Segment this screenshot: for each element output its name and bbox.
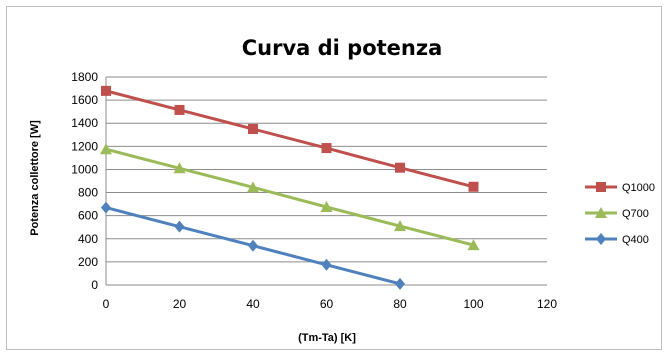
series-line-q700	[105, 147, 474, 247]
legend-item-q400: Q400	[585, 233, 649, 246]
legend: Q1000 Q700 Q400	[585, 182, 655, 246]
series-q700	[100, 143, 480, 251]
y-tick-label-1000: 1000	[71, 162, 98, 176]
data-point-q1000-60	[321, 143, 332, 154]
legend-marker-q400	[596, 233, 606, 245]
legend-label-q700: Q700	[622, 208, 649, 220]
chart-title: Curva di potenza	[242, 36, 443, 60]
data-point-q700-0	[100, 143, 112, 155]
y-tick-label-200: 200	[78, 255, 98, 269]
x-tick-label-100: 100	[463, 297, 483, 311]
x-tick-label-0: 0	[103, 297, 110, 311]
legend-item-q700: Q700	[585, 207, 649, 220]
x-tick-label-60: 60	[320, 297, 334, 311]
y-tick-label-400: 400	[78, 232, 98, 246]
y-tick-label-0: 0	[91, 278, 98, 292]
y-tick-label-800: 800	[78, 186, 98, 200]
x-tick-label-40: 40	[246, 297, 260, 311]
y-tick-label-600: 600	[78, 209, 98, 223]
data-point-q1000-80	[395, 162, 405, 173]
series-line-q1000	[105, 89, 474, 189]
data-point-q700-60	[320, 201, 333, 212]
y-tick-label-1600: 1600	[71, 93, 98, 107]
y-tick-label-1200: 1200	[71, 139, 98, 153]
legend-label-q1000: Q1000	[622, 182, 655, 194]
data-point-q700-80	[394, 220, 406, 232]
x-tick-label-20: 20	[173, 297, 187, 311]
y-tick-label-1400: 1400	[71, 116, 98, 130]
axes	[105, 77, 547, 286]
data-point-q1000-100	[468, 181, 479, 192]
data-point-q700-20	[173, 162, 186, 174]
legend-marker-q1000	[596, 182, 606, 192]
data-point-q400-40	[248, 239, 258, 252]
data-point-q1000-40	[248, 124, 258, 134]
series-layer	[100, 85, 480, 290]
x-tick-label-120: 120	[537, 297, 557, 311]
data-point-q1000-20	[174, 104, 185, 115]
legend-label-q400: Q400	[622, 234, 649, 246]
chart-frame: Curva di potenza 0 200 400 600 800 1000 1200 14…	[6, 6, 662, 350]
data-point-q400-60	[321, 258, 332, 271]
chart-svg: Curva di potenza 02004006008001000120014…	[29, 36, 655, 344]
data-point-q1000-0	[101, 85, 111, 96]
tick-labels: 0 200 400 600 800 1000 1200 1400 1600 1800 0 20 40 60…	[71, 70, 557, 311]
grid-lines	[106, 76, 547, 263]
y-tick-label-1800: 1800	[71, 70, 98, 84]
data-point-q700-40	[247, 181, 259, 193]
x-axis-title: (Tm-Ta) [K]	[298, 332, 356, 344]
data-point-q400-80	[395, 277, 405, 290]
series-q1000	[101, 85, 479, 192]
legend-marker-q700	[595, 207, 607, 218]
legend-item-q1000: Q1000	[585, 182, 655, 194]
data-point-q400-20	[174, 220, 185, 233]
data-point-q400-0	[101, 201, 111, 214]
series-q400	[101, 201, 405, 290]
data-point-q700-100	[467, 239, 480, 251]
y-axis-title: Potenza collettore [W]	[29, 120, 41, 236]
x-tick-label-80: 80	[393, 297, 407, 311]
